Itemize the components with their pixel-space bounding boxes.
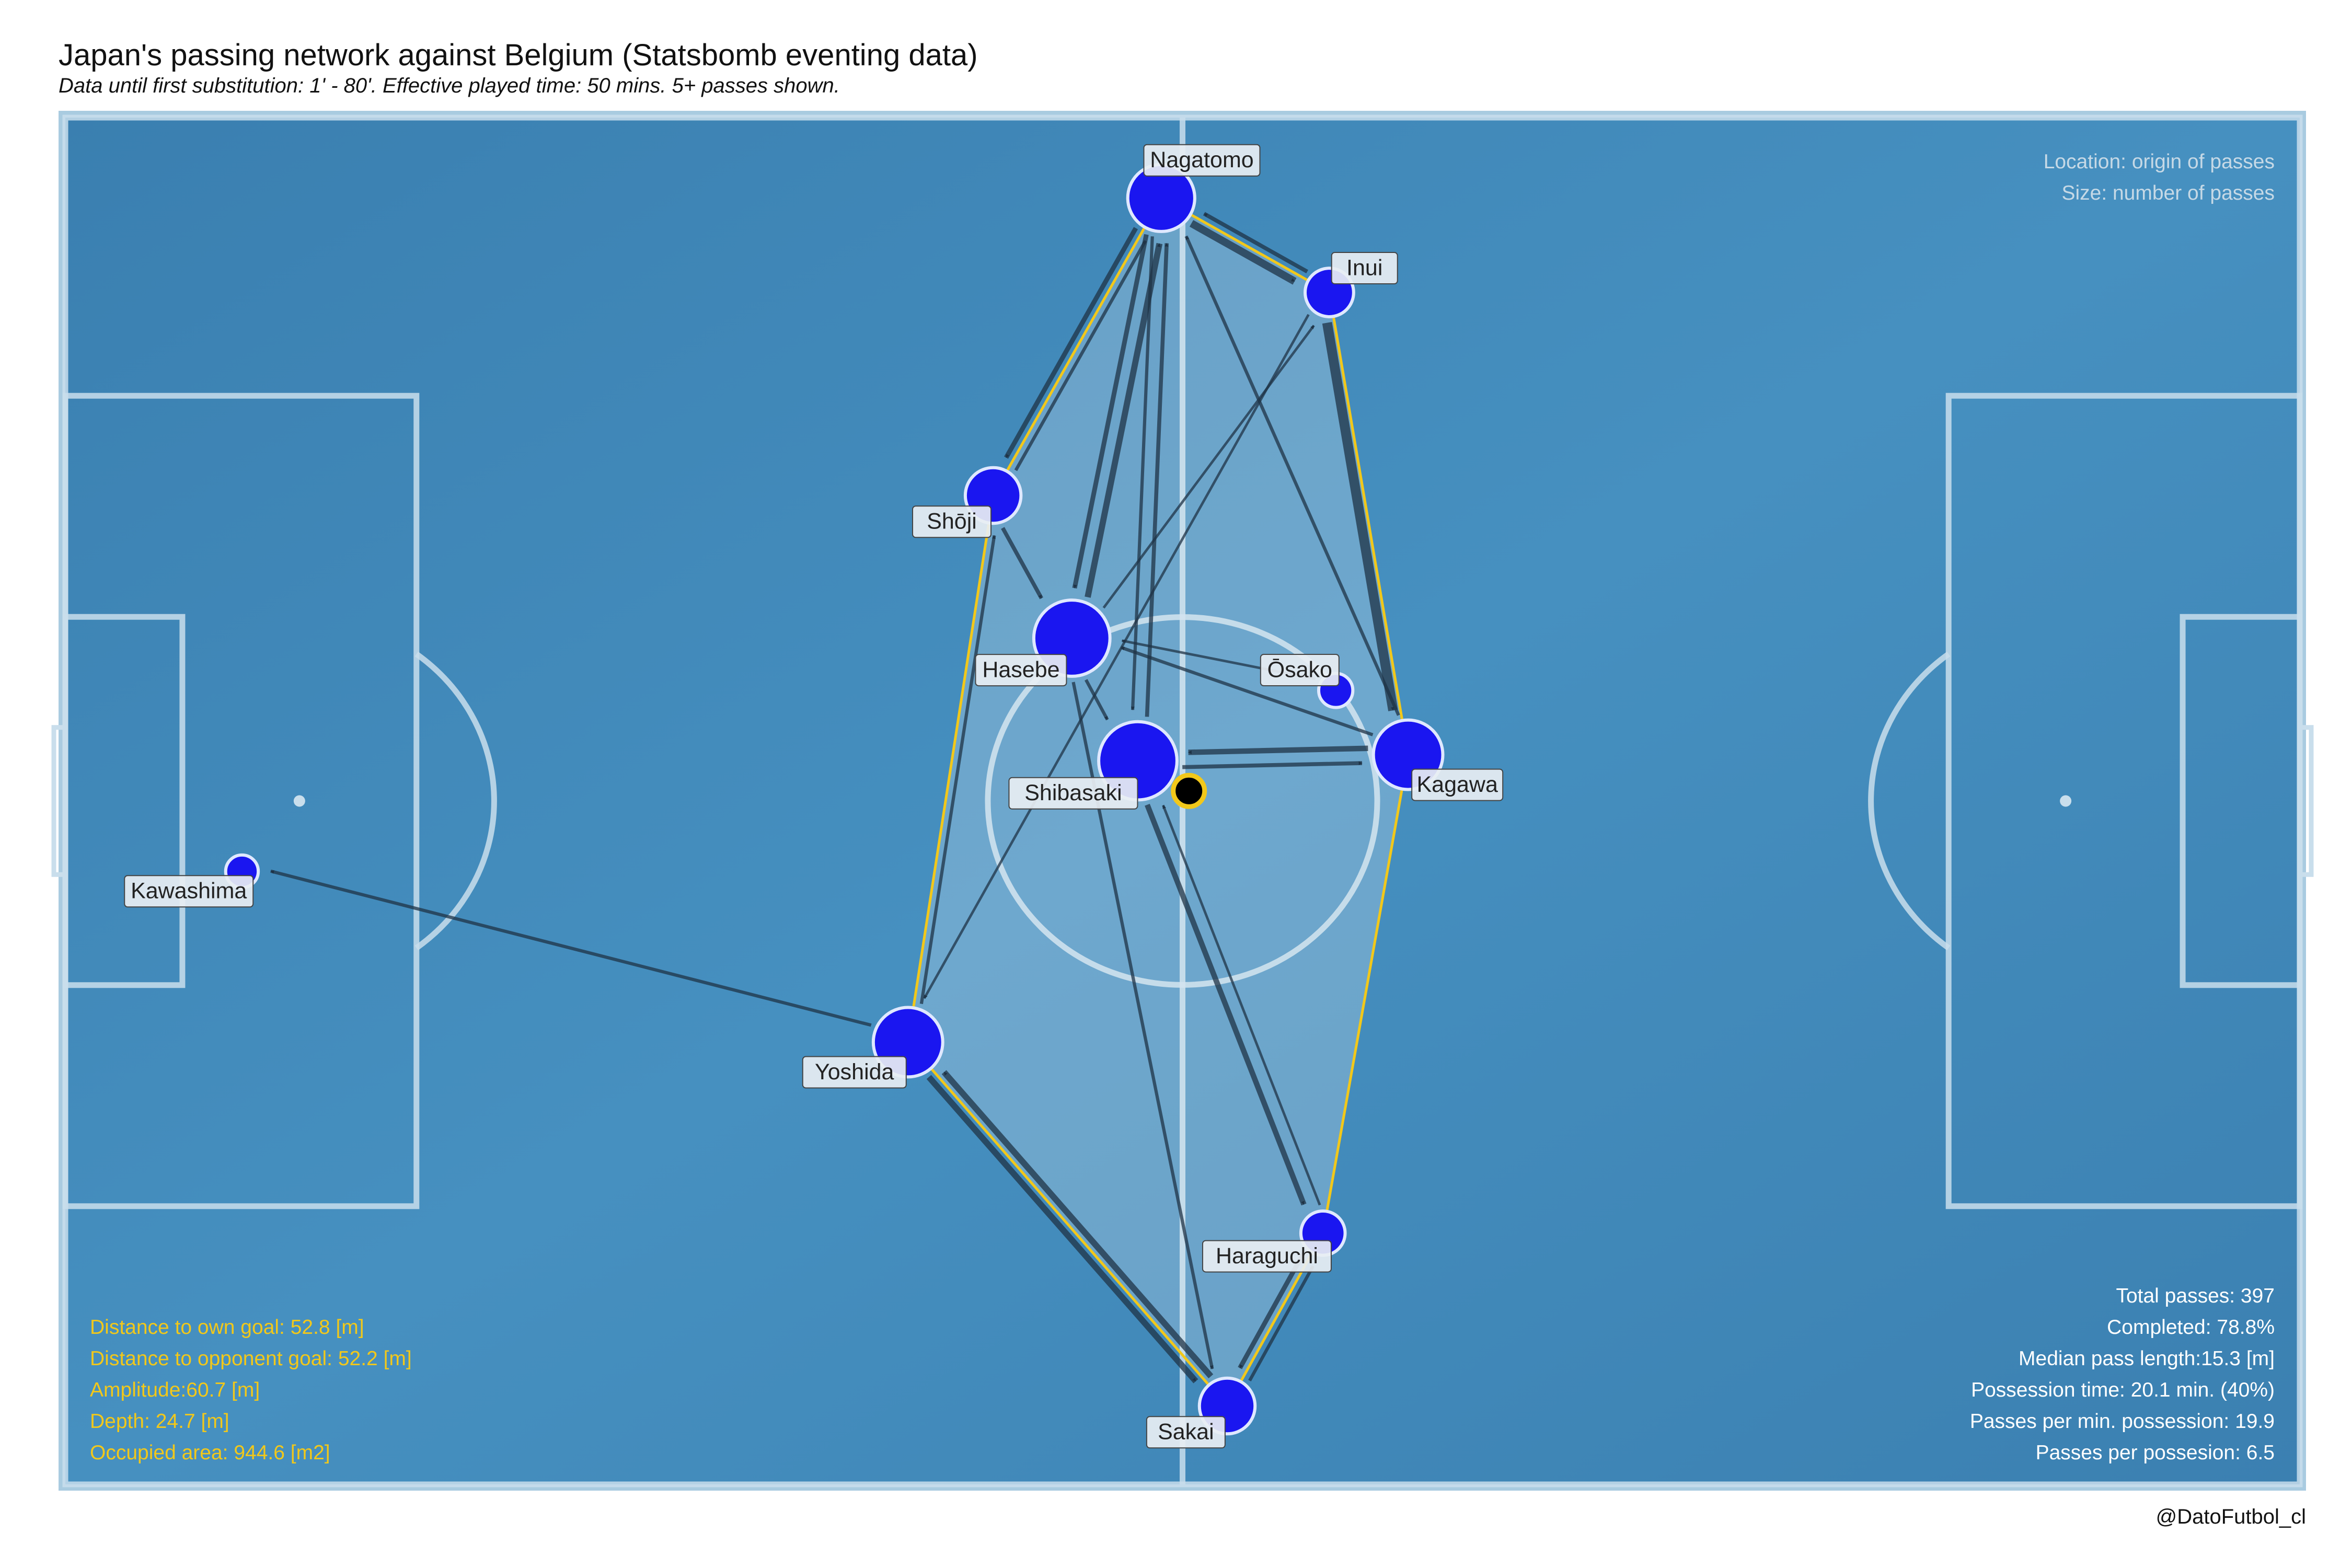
pass-arrow [1203, 212, 1308, 274]
pass-arrow [919, 535, 996, 1005]
pass-arrow [941, 1070, 1214, 1379]
player-name: Sakai [1158, 1420, 1214, 1445]
right-penalty-arc [1868, 651, 1951, 951]
player-label-box [1146, 1416, 1226, 1449]
player-name: Kawashima [131, 879, 247, 904]
player-label-box [912, 505, 992, 538]
left-penalty-arc [414, 651, 497, 951]
player-label: Haraguchi [1202, 1240, 1332, 1273]
stat-left: Occupied area: 944.6 [m2] [90, 1442, 330, 1464]
player-label-box [1331, 252, 1398, 285]
chart-subtitle: Data until first substitution: 1' - 80'.… [59, 74, 840, 97]
player-label: Hasebe [975, 654, 1067, 687]
stat-left: Distance to own goal: 52.8 [m] [90, 1316, 364, 1339]
team-centroid-marker [1171, 773, 1207, 809]
pass-arrow [1001, 527, 1044, 599]
football-pitch [51, 111, 2314, 1491]
pass-arrow [1248, 1265, 1315, 1381]
pass-arrow [1145, 243, 1169, 717]
player-name: Nagatomo [1150, 147, 1253, 172]
player-name: Haraguchi [1216, 1243, 1318, 1269]
player-name: Shōji [927, 509, 977, 534]
player-label: Inui [1331, 252, 1398, 285]
player-label: Ōsako [1260, 654, 1340, 687]
pass-arrow [1085, 243, 1163, 598]
player-label: Kawashima [124, 875, 254, 908]
pass-arrow [1238, 1252, 1306, 1369]
pass-arrow [926, 1075, 1198, 1383]
right-goal [2297, 725, 2314, 877]
player-label-box [975, 654, 1067, 687]
player-label-box [802, 1056, 907, 1089]
pass-arrow [923, 314, 1310, 999]
pass-arrow [1121, 645, 1374, 736]
pass-arrow [1189, 220, 1297, 285]
pass-arrow [1322, 321, 1398, 711]
player-name: Kagawa [1416, 772, 1497, 797]
stat-right: Passes per min. possession: 19.9 [1970, 1410, 2275, 1433]
player-label: Sakai [1146, 1416, 1226, 1449]
pass-arrow [270, 869, 872, 1027]
pass-arrow [1004, 227, 1138, 459]
player-name: Yoshida [815, 1059, 894, 1085]
player-label: Nagatomo [1143, 144, 1261, 177]
player-label-box [1411, 768, 1504, 801]
right-penalty-spot [2060, 795, 2072, 807]
player-label-box [1143, 144, 1261, 177]
pass-arrow [1182, 761, 1363, 769]
player-label-box [1202, 1240, 1332, 1273]
left-penalty-spot [293, 795, 305, 807]
pass-arrow [1187, 745, 1368, 755]
stat-right: Total passes: 397 [2116, 1285, 2275, 1307]
player-name: Inui [1346, 255, 1382, 280]
player-name: Shibasaki [1024, 780, 1122, 805]
player-label-box [1008, 777, 1138, 810]
hull-polygon [906, 196, 1410, 1409]
stat-right: Median pass length:15.3 [m] [2019, 1347, 2275, 1370]
chart-title: Japan's passing network against Belgium … [59, 38, 978, 72]
pass-arrow [1102, 325, 1315, 609]
stat-left: Distance to opponent goal: 52.2 [m] [90, 1347, 412, 1370]
stat-right: Passes per possesion: 6.5 [2036, 1442, 2275, 1464]
stat-right: Possession time: 20.1 min. (40%) [1971, 1379, 2275, 1401]
player-label-box [124, 875, 254, 908]
pass-arrow [1184, 235, 1400, 716]
player-label: Shibasaki [1008, 777, 1138, 810]
team-shape-hull [906, 196, 1410, 1409]
player-label: Shōji [912, 505, 992, 538]
pass-arrow [1072, 234, 1149, 589]
left-goal [51, 725, 68, 877]
player-label: Yoshida [802, 1056, 907, 1089]
pass-arrow [1131, 236, 1154, 710]
player-label-box [1260, 654, 1340, 687]
legend-note: Size: number of passes [2061, 182, 2275, 204]
credit: @DatoFutbol_cl [2155, 1505, 2306, 1528]
centre-circle [985, 614, 1380, 988]
annotations: Nagatomo Inui Shōji Hasebe Ōsako Kagawa Shibas… [90, 144, 2275, 1464]
stat-left: Amplitude:60.7 [m] [90, 1379, 260, 1401]
legend-note: Location: origin of passes [2044, 151, 2275, 173]
pass-arrow [1085, 679, 1109, 721]
player-name: Ōsako [1267, 657, 1332, 682]
pass-arrow [1145, 803, 1307, 1206]
pass-arrow [1162, 804, 1321, 1206]
stat-right: Completed: 78.8% [2107, 1316, 2275, 1339]
pass-arrow [1014, 240, 1147, 471]
player-name: Hasebe [982, 657, 1059, 682]
player-label: Kagawa [1411, 768, 1504, 801]
stat-left: Depth: 24.7 [m] [90, 1410, 229, 1433]
